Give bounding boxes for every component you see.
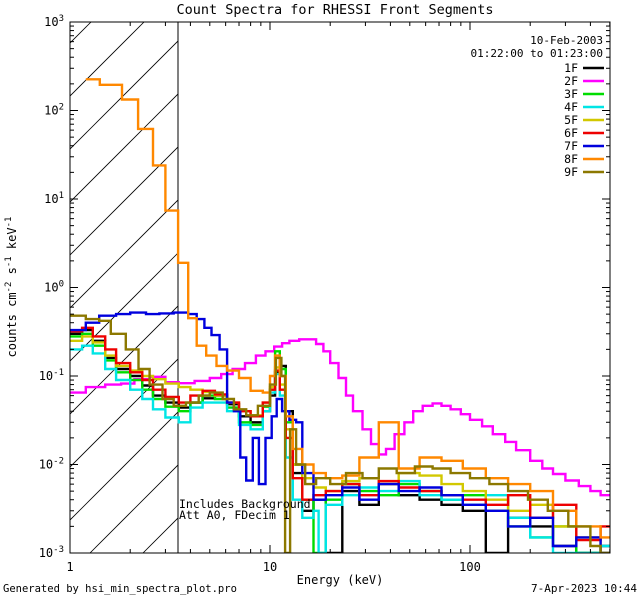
legend-label-7F: 7F [564,139,578,153]
series-line-5F [70,335,610,553]
legend-label-6F: 6F [564,126,578,140]
spectra-series [70,78,610,553]
hatch-line [70,411,178,521]
time-range-label: 01:22:00 to 01:23:00 [471,47,603,60]
hatch-region [70,22,178,553]
legend-label-8F: 8F [564,152,578,166]
attenuator-note: Att A0, FDecim 1 [179,508,290,522]
legend-label-9F: 9F [564,165,578,179]
x-tick-labels: 1 10 100 [66,560,480,574]
legend-label-4F: 4F [564,100,578,114]
series-line-7F [70,311,610,553]
y-tick-label: 102 [44,103,64,118]
date-label: 10-Feb-2003 [530,34,603,47]
legend-label-5F: 5F [564,113,578,127]
x-tick-label: 100 [459,560,481,574]
series-line-8F [85,78,610,539]
series-line-2F [70,338,610,497]
y-tick-label: 10-2 [39,457,64,472]
y-tick-label: 103 [44,14,64,29]
legend-label-3F: 3F [564,87,578,101]
hatch-line [70,40,178,150]
x-tick-label: 10 [263,560,277,574]
series-line-6F [70,326,610,542]
footer-generator: Generated by hsi_min_spectra_plot.pro [3,583,237,595]
background-note: Includes Background [179,497,311,511]
x-axis-label: Energy (keV) [297,573,384,587]
legend-label-2F: 2F [564,74,578,88]
series-line-1F [70,328,610,553]
plot-frame [69,21,611,554]
y-tick-labels: 103 102 101 100 10-1 10-2 10-3 [39,14,64,560]
hatch-line [89,464,178,553]
series-line-3F [70,332,610,553]
footer-timestamp: 7-Apr-2023 10:44 [531,582,637,595]
y-tick-label: 101 [44,191,64,206]
hatch-line [70,93,178,203]
chart-title: Count Spectra for RHESSI Front Segments [177,2,494,18]
axis-ticks [69,21,611,554]
x-tick-label: 1 [66,560,73,574]
y-tick-label: 10-1 [39,368,64,383]
y-axis-label: counts cm-2 s-1 keV-1 [4,217,19,358]
series-line-9F [70,314,610,553]
hatch-line [70,358,178,468]
hatch-line [70,252,178,362]
y-tick-label: 10-3 [39,545,64,560]
y-tick-label: 100 [44,280,64,295]
legend-label-1F: 1F [564,61,578,75]
hatch-line [70,199,178,309]
